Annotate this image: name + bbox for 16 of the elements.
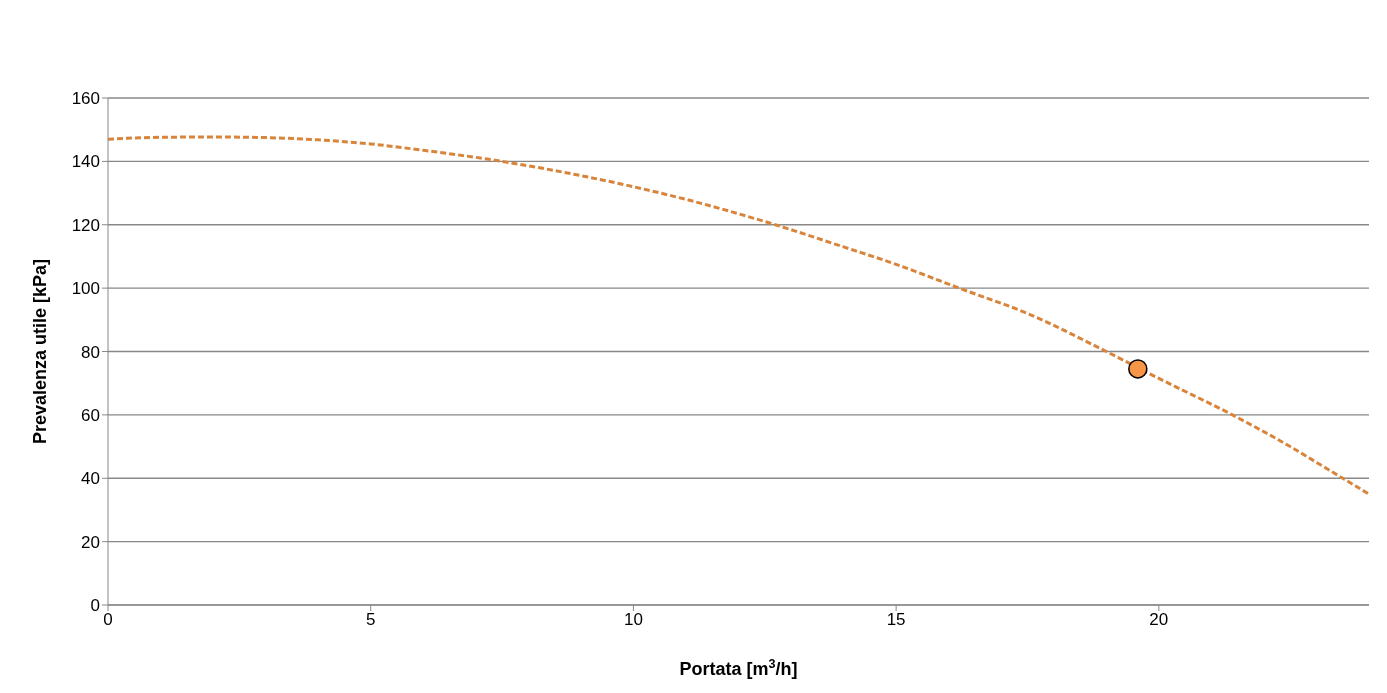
y-tick-label: 60 — [81, 405, 100, 425]
y-axis-title: Prevalenza utile [kPa] — [30, 258, 50, 445]
x-tick-label: 10 — [623, 610, 643, 630]
y-tick-label: 160 — [71, 89, 100, 109]
y-tick-label: 140 — [71, 152, 100, 172]
x-tick-label: 0 — [103, 610, 113, 630]
y-tick-label: 0 — [90, 596, 100, 616]
y-tick-label: 40 — [81, 469, 100, 489]
x-tick-label: 20 — [1149, 610, 1169, 630]
y-tick-label: 120 — [71, 215, 100, 235]
y-tick-label: 20 — [81, 532, 100, 552]
y-tick-label: 100 — [71, 279, 100, 299]
y-tick-label: 80 — [81, 342, 100, 362]
x-tick-label: 15 — [886, 610, 906, 630]
x-axis-title: Portata [m$^{3}$/h] — [679, 657, 798, 679]
x-tick-label: 5 — [365, 610, 376, 630]
